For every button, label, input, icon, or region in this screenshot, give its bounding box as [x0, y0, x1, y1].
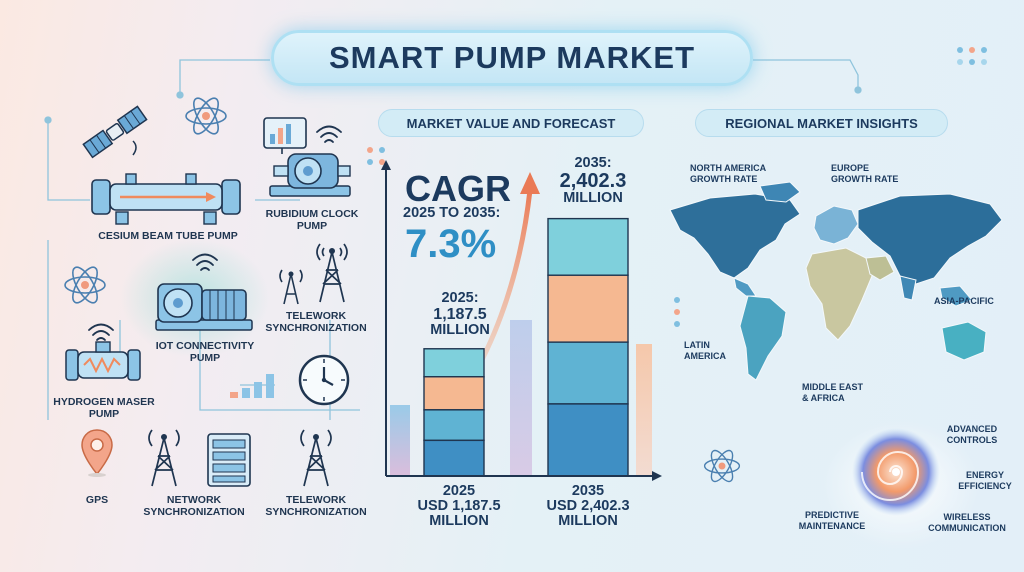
world-map: [669, 181, 1003, 381]
hydrogen-pump-label: HYDROGEN MASER PUMP: [53, 396, 155, 420]
region-central-america: [733, 277, 757, 297]
bar-2025-segment-1: [423, 376, 485, 411]
iot-pump-label: IOT CONNECTIVITY PUMP: [155, 340, 255, 364]
gps-pin-icon: [81, 429, 113, 477]
bar-2035-segment-3: [547, 403, 629, 477]
atom-icon: [703, 449, 741, 483]
server-rack-icon: [207, 433, 251, 487]
regional-section-title: REGIONAL MARKET INSIGHTS: [695, 109, 948, 137]
bar-annotation-2025: 2025: 1,187.5 MILLION: [430, 290, 490, 338]
label-north-america: NORTH AMERICA GROWTH RATE: [690, 163, 767, 184]
x-label-2025: 2025 USD 1,187.5 MILLION: [417, 483, 501, 529]
ghost-bar-middle: [510, 320, 532, 475]
clock-icon: [298, 354, 350, 406]
ghost-bar-right: [636, 344, 652, 475]
iot-connectivity-pump-icon: [155, 283, 253, 331]
telework-sync-label: TELEWORK SYNCHRONIZATION: [265, 310, 367, 334]
bar-2035-segment-1: [547, 274, 629, 343]
label-asia-pacific: ASIA-PACIFIC: [934, 296, 994, 306]
cagr-value: 7.3%: [405, 222, 497, 266]
bars-group: [423, 217, 629, 477]
small-bar-chart-icon: [230, 374, 274, 398]
growth-arrow-head: [520, 172, 540, 194]
signal-tower-icon: [300, 429, 332, 487]
wifi-icon: [192, 253, 218, 271]
region-middle-east-africa: [805, 247, 873, 341]
region-india: [899, 275, 917, 301]
monitor-chart-icon: [263, 117, 307, 154]
signal-tower-icon: [279, 269, 303, 305]
gps-label: GPS: [85, 494, 109, 506]
swirl-vortex-icon: [852, 428, 940, 516]
cagr-heading: CAGR: [405, 168, 511, 209]
rubidium-pump-label: RUBIDIUM CLOCK PUMP: [265, 208, 359, 232]
region-latin-america: [739, 295, 787, 381]
page-title: SMART PUMP MARKET: [271, 30, 753, 86]
ghost-bar-left: [390, 405, 410, 475]
y-axis-arrow: [381, 160, 391, 170]
network-sync-label: NETWORK SYNCHRONIZATION: [143, 494, 245, 518]
label-middle-east-africa: MIDDLE EAST & AFRICA: [802, 382, 864, 403]
market-section-title: MARKET VALUE AND FORECAST: [378, 109, 644, 137]
bar-2025-segment-3: [423, 439, 485, 477]
region-southeast-asia: [939, 285, 973, 307]
signal-tower-icon: [316, 243, 348, 303]
region-greenland: [759, 181, 801, 203]
label-europe: EUROPE GROWTH RATE: [831, 163, 899, 184]
bar-2035-segment-0: [547, 217, 629, 276]
feature-advanced-controls: ADVANCED CONTROLS: [946, 424, 998, 445]
bar-2035-segment-2: [547, 341, 629, 405]
region-middle-east: [865, 255, 895, 281]
label-latin-america: LATIN AMERICA: [684, 340, 726, 361]
region-australia: [941, 321, 987, 361]
rubidium-clock-pump-icon: [269, 153, 351, 197]
bar-2025-segment-2: [423, 409, 485, 442]
wifi-icon: [316, 125, 342, 143]
bar-annotation-2035: 2035: 2,402.3 MILLION: [559, 155, 627, 206]
region-north-america: [669, 193, 801, 279]
region-asia-pacific: [857, 193, 1003, 285]
feature-predictive-maintenance: PREDICTIVE MAINTENANCE: [798, 510, 866, 531]
x-axis-arrow: [652, 471, 662, 481]
wifi-icon: [88, 323, 114, 341]
atom-icon: [64, 266, 106, 304]
cagr-range: 2025 TO 2035:: [403, 205, 501, 221]
market-bar-chart: [381, 160, 662, 481]
signal-tower-icon: [148, 429, 180, 487]
atom-icon: [185, 97, 227, 135]
cesium-beam-tube-pump-icon: [91, 173, 241, 225]
feature-wireless-communication: WIRELESS COMMUNICATION: [928, 512, 1006, 533]
region-europe: [813, 205, 859, 245]
telework-sync-label: TELEWORK SYNCHRONIZATION: [265, 494, 367, 518]
satellite-icon: [82, 105, 148, 159]
cesium-pump-label: CESIUM BEAM TUBE PUMP: [98, 230, 238, 242]
hydrogen-maser-pump-icon: [65, 341, 141, 381]
x-label-2035: 2035 USD 2,402.3 MILLION: [546, 483, 630, 529]
feature-energy-efficiency: ENERGY EFFICIENCY: [958, 470, 1012, 491]
bar-2025-segment-0: [423, 348, 485, 378]
